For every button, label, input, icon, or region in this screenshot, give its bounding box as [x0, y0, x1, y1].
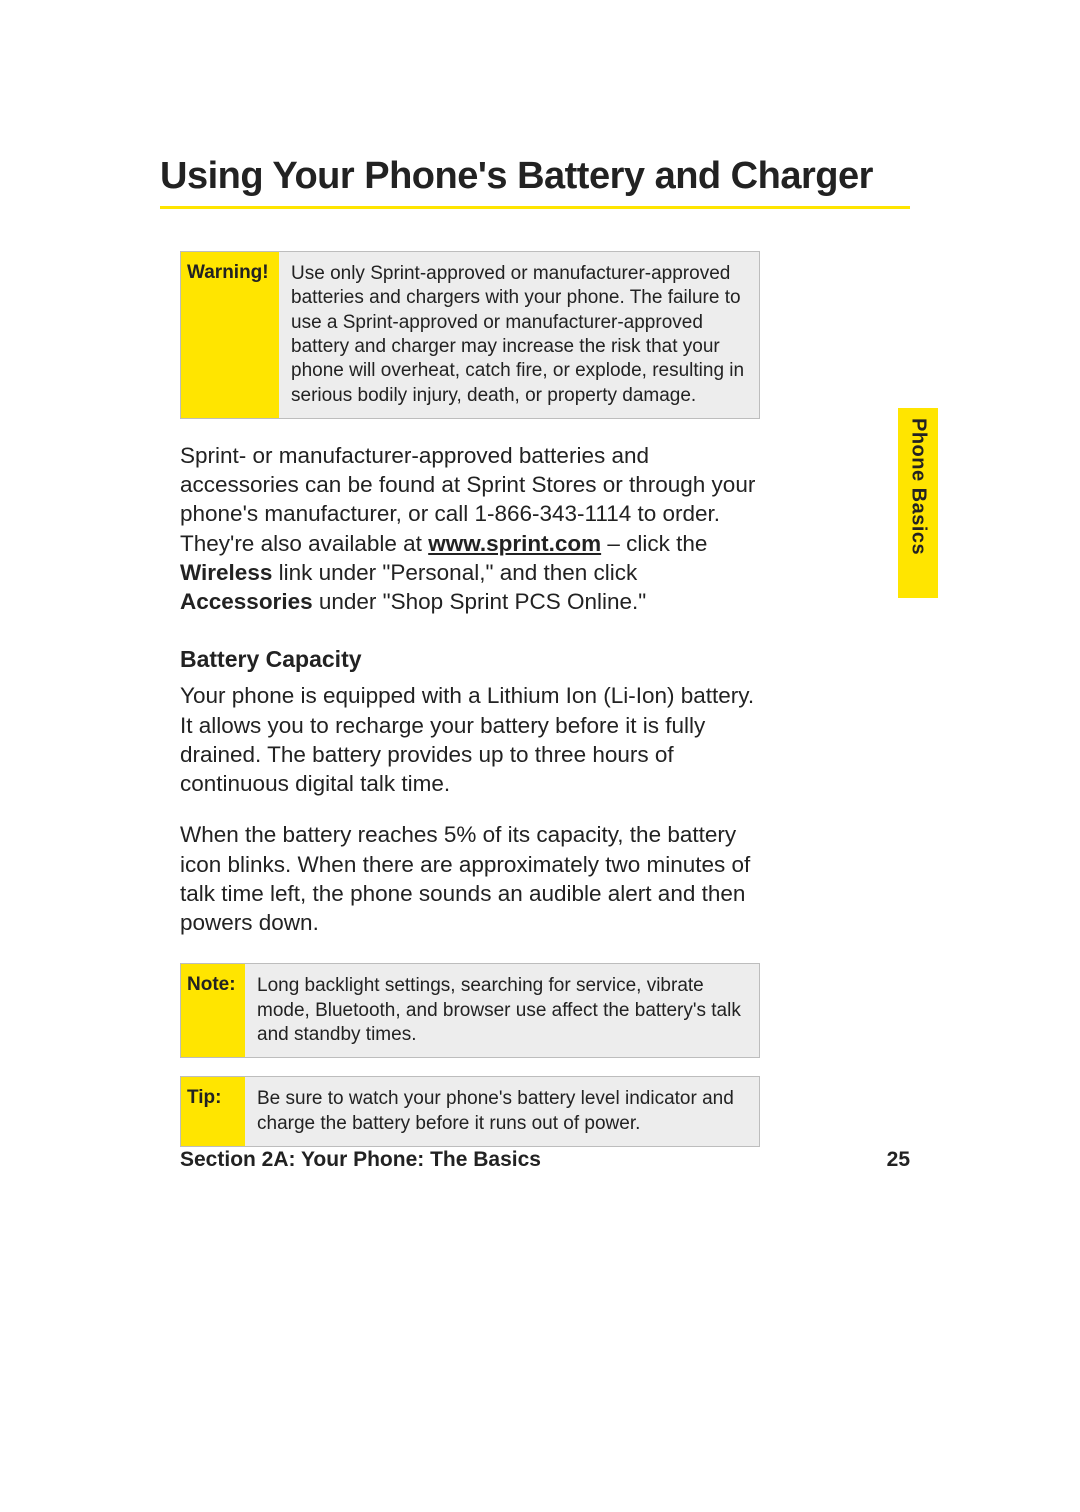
page: Using Your Phone's Battery and Charger W… [0, 0, 1080, 1512]
page-number: 25 [887, 1148, 910, 1172]
sprint-link[interactable]: www.sprint.com [428, 531, 601, 556]
tip-label: Tip: [181, 1077, 245, 1146]
note-callout: Note: Long backlight settings, searching… [180, 963, 760, 1058]
warning-callout: Warning! Use only Sprint-approved or man… [180, 251, 760, 419]
para1-mid2: link under "Personal," and then click [272, 560, 637, 585]
tip-callout: Tip: Be sure to watch your phone's batte… [180, 1076, 760, 1147]
tip-body: Be sure to watch your phone's battery le… [245, 1077, 759, 1146]
footer: Section 2A: Your Phone: The Basics 25 [180, 1148, 910, 1172]
accessories-bold: Accessories [180, 589, 313, 614]
note-label: Note: [181, 964, 245, 1057]
battery-para-1: Your phone is equipped with a Lithium Io… [180, 681, 770, 798]
battery-capacity-subhead: Battery Capacity [180, 646, 910, 673]
para1-mid1: – click the [601, 531, 707, 556]
wireless-bold: Wireless [180, 560, 272, 585]
warning-label: Warning! [181, 252, 279, 418]
page-title: Using Your Phone's Battery and Charger [160, 155, 910, 198]
para1-post: under "Shop Sprint PCS Online." [313, 589, 647, 614]
side-tab-label: Phone Basics [907, 418, 930, 555]
footer-section: Section 2A: Your Phone: The Basics [180, 1148, 541, 1172]
heading-rule [160, 206, 910, 209]
warning-body: Use only Sprint-approved or manufacturer… [279, 252, 759, 418]
intro-paragraph: Sprint- or manufacturer-approved batteri… [180, 441, 770, 617]
side-tab: Phone Basics [898, 408, 938, 598]
battery-para-2: When the battery reaches 5% of its capac… [180, 820, 770, 937]
note-body: Long backlight settings, searching for s… [245, 964, 759, 1057]
